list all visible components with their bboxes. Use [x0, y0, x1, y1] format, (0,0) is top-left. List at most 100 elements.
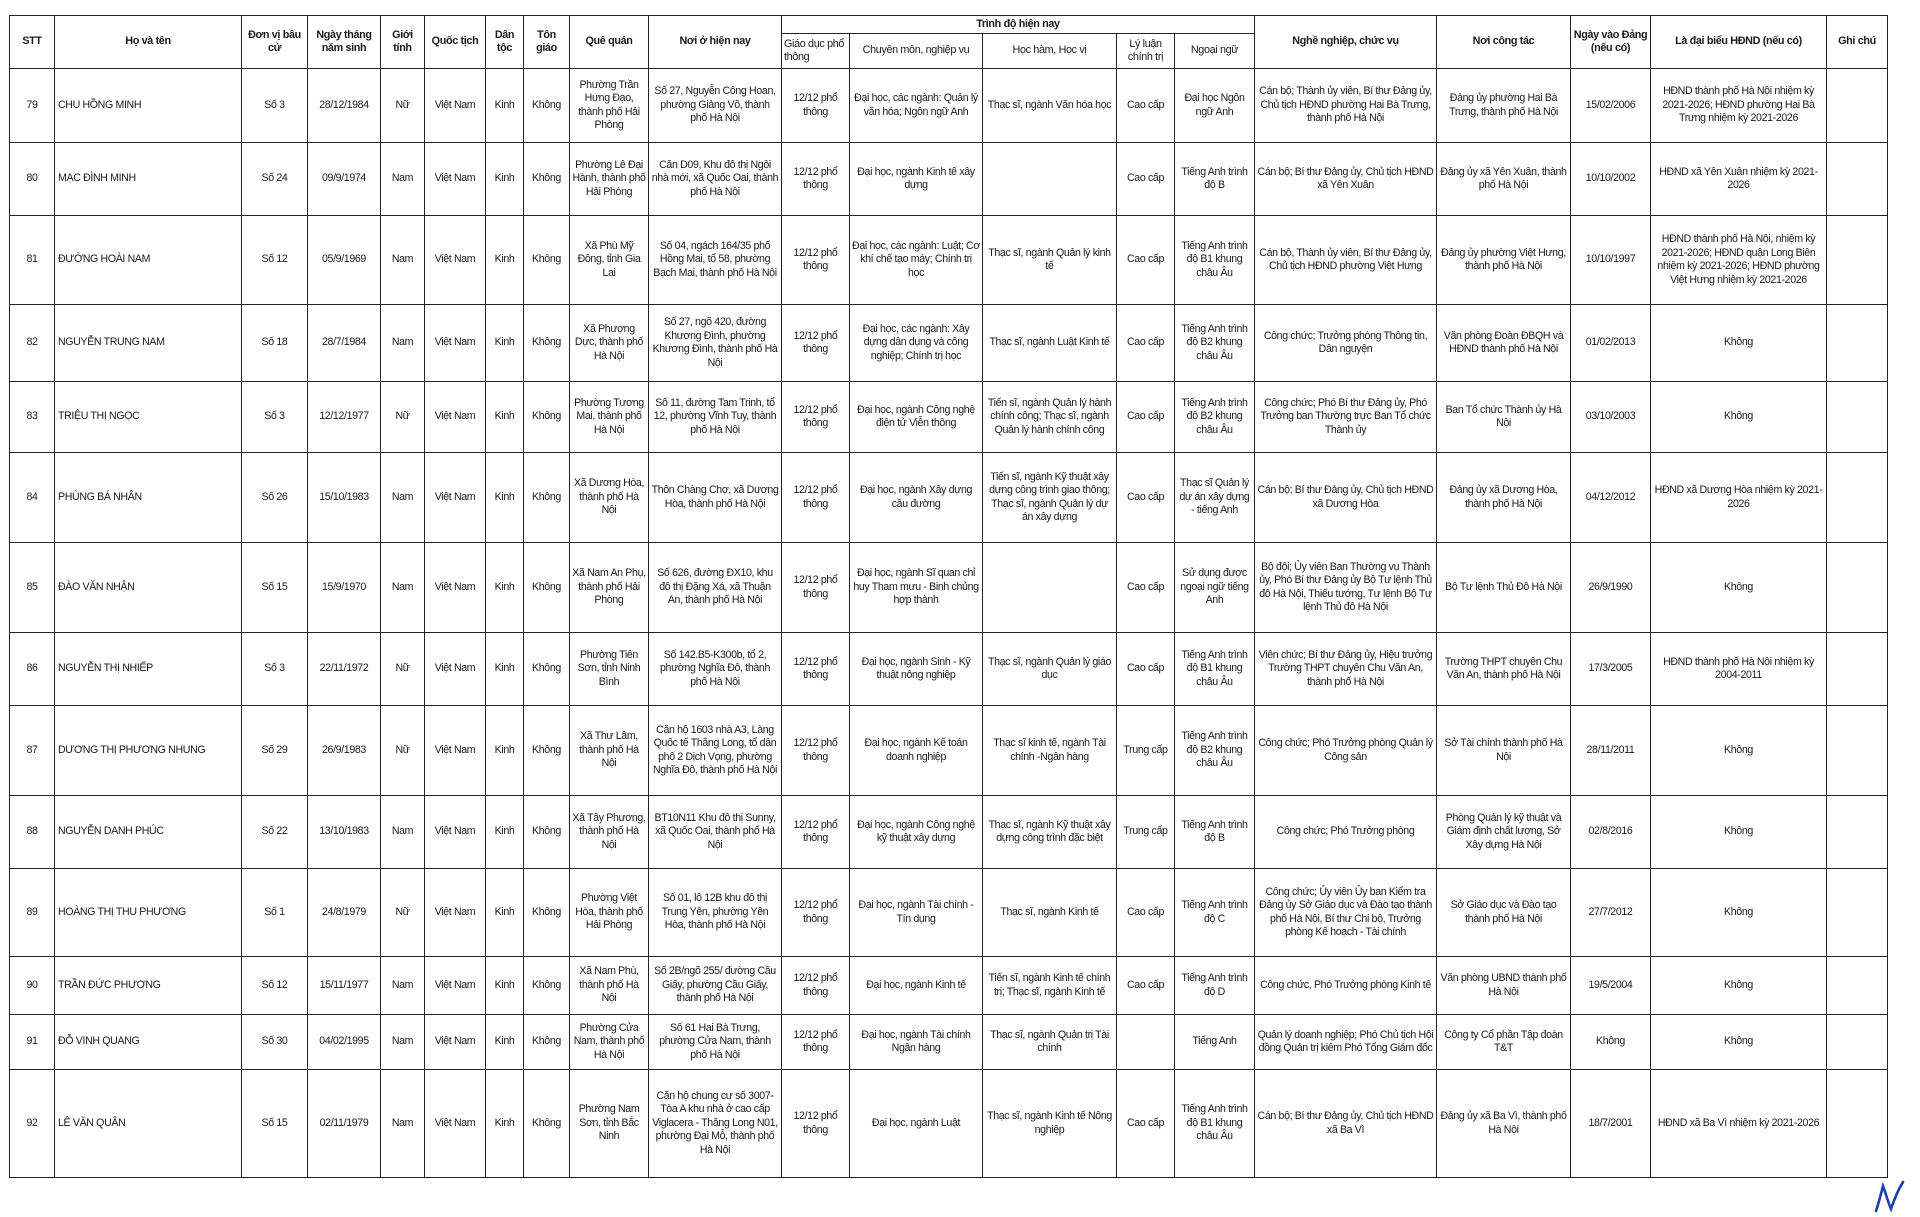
cell-general-edu: 12/12 phổ thông	[781, 215, 850, 305]
cell-general-edu: 12/12 phổ thông	[781, 542, 850, 633]
cell-council: HĐND thành phố Hà Nội nhiệm kỳ 2021-2026…	[1650, 68, 1827, 143]
cell-religion: Không	[523, 452, 570, 543]
cell-general-edu: 12/12 phổ thông	[781, 68, 850, 143]
cell-unit: Số 12	[241, 215, 308, 305]
cell-specialty: Đại học, các ngành: Xây dựng dân dụng và…	[849, 304, 983, 382]
cell-occupation: Cán bộ; Bí thư Đảng ủy, Chủ tịch HĐND xã…	[1254, 452, 1437, 543]
cell-residence: Căn D09, Khu đô thị Ngôi nhà mới, xã Quố…	[648, 142, 782, 216]
cell-degree: Thạc sĩ, ngành Luật Kinh tế	[982, 304, 1117, 382]
header-stt: STT	[9, 15, 55, 69]
cell-party-date: 27/7/2012	[1570, 868, 1651, 957]
cell-party-date: 02/8/2016	[1570, 795, 1651, 869]
cell-language: Sử dụng được ngoại ngữ tiếng Anh	[1174, 542, 1255, 633]
cell-dob: 02/11/1979	[307, 1069, 381, 1178]
header-general-edu: Giáo dục phổ thông	[781, 33, 850, 69]
cell-degree: Thạc sĩ, ngành Quản trị Tài chính	[982, 1014, 1117, 1070]
cell-dob: 15/11/1977	[307, 956, 381, 1015]
cell-name: TRẦN ĐỨC PHƯƠNG	[54, 956, 242, 1015]
header-religion: Tôn giáo	[523, 15, 570, 69]
cell-occupation: Quản lý doanh nghiệp; Phó Chủ tịch Hội đ…	[1254, 1014, 1437, 1070]
cell-workplace: Ban Tổ chức Thành ủy Hà Nội	[1436, 381, 1571, 453]
table-row: 89 HOÀNG THỊ THU PHƯƠNG Số 1 24/8/1979 Nữ Việ…	[9, 868, 1888, 957]
cell-religion: Không	[523, 1069, 570, 1178]
cell-council: HĐND xã Dương Hòa nhiệm kỳ 2021-2026	[1650, 452, 1827, 543]
cell-workplace: Sở Giáo dục và Đào tạo thành phố Hà Nội	[1436, 868, 1571, 957]
cell-language: Tiếng Anh trình độ B1 khung châu Âu	[1174, 632, 1255, 706]
cell-hometown: Phường Trần Hưng Đạo, thành phố Hải Phòn…	[569, 68, 649, 143]
cell-gender: Nam	[380, 304, 425, 382]
cell-nationality: Việt Nam	[424, 542, 486, 633]
cell-general-edu: 12/12 phổ thông	[781, 452, 850, 543]
cell-workplace: Phòng Quản lý kỹ thuật và Giám định chất…	[1436, 795, 1571, 869]
cell-politics: Cao cấp	[1116, 452, 1175, 543]
signature-initial-icon	[1874, 1180, 1905, 1213]
cell-language: Tiếng Anh trình độ B	[1174, 795, 1255, 869]
cell-note	[1826, 956, 1888, 1015]
cell-specialty: Đại học, ngành Tài chính Ngân hàng	[849, 1014, 983, 1070]
cell-dob: 05/9/1969	[307, 215, 381, 305]
cell-nationality: Việt Nam	[424, 452, 486, 543]
cell-name: NGUYỄN THỊ NHIẾP	[54, 632, 242, 706]
cell-unit: Số 22	[241, 795, 308, 869]
cell-degree: Thạc sĩ, ngành Kinh tế	[982, 868, 1117, 957]
cell-ethnicity: Kinh	[485, 542, 524, 633]
cell-note	[1826, 381, 1888, 453]
cell-stt: 79	[9, 68, 55, 143]
cell-gender: Nữ	[380, 68, 425, 143]
header-gender: Giới tính	[380, 15, 425, 69]
cell-ethnicity: Kinh	[485, 68, 524, 143]
cell-religion: Không	[523, 795, 570, 869]
cell-hometown: Phường Nam Sơn, tỉnh Bắc Ninh	[569, 1069, 649, 1178]
cell-gender: Nam	[380, 1069, 425, 1178]
cell-gender: Nam	[380, 452, 425, 543]
cell-note	[1826, 142, 1888, 216]
cell-nationality: Việt Nam	[424, 304, 486, 382]
cell-note	[1826, 304, 1888, 382]
cell-hometown: Phường Tiên Sơn, tỉnh Ninh Bình	[569, 632, 649, 706]
header-residence: Nơi ở hiện nay	[648, 15, 782, 69]
cell-council: HĐND thành phố Hà Nội nhiệm kỳ 2004-2011	[1650, 632, 1827, 706]
cell-party-date: 01/02/2013	[1570, 304, 1651, 382]
cell-workplace: Trường THPT chuyên Chu Văn An, thành phố…	[1436, 632, 1571, 706]
table-row: 87 DƯƠNG THỊ PHƯƠNG NHUNG Số 29 26/9/1983 Nữ…	[9, 705, 1888, 796]
cell-council: HĐND xã Yên Xuân nhiệm kỳ 2021-2026	[1650, 142, 1827, 216]
cell-religion: Không	[523, 705, 570, 796]
table-row: 80 MẠC ĐÌNH MINH Số 24 09/9/1974 Nam Việt Nam…	[9, 142, 1888, 216]
cell-occupation: Công chức; Phó Trưởng phòng Quản lý Công…	[1254, 705, 1437, 796]
cell-gender: Nam	[380, 542, 425, 633]
cell-ethnicity: Kinh	[485, 956, 524, 1015]
cell-ethnicity: Kinh	[485, 1014, 524, 1070]
cell-politics: Cao cấp	[1116, 956, 1175, 1015]
cell-degree: Tiến sĩ, ngành Quản lý hành chính công; …	[982, 381, 1117, 453]
cell-name: NGUYỄN DANH PHÚC	[54, 795, 242, 869]
cell-gender: Nữ	[380, 705, 425, 796]
cell-name: DƯƠNG THỊ PHƯƠNG NHUNG	[54, 705, 242, 796]
cell-unit: Số 29	[241, 705, 308, 796]
header-language: Ngoại ngữ	[1174, 33, 1255, 69]
cell-specialty: Đại học, ngành Xây dựng cầu đường	[849, 452, 983, 543]
cell-ethnicity: Kinh	[485, 304, 524, 382]
table-row: 92 LÊ VĂN QUÂN Số 15 02/11/1979 Nam Việt Nam K…	[9, 1069, 1888, 1178]
cell-politics: Cao cấp	[1116, 632, 1175, 706]
cell-dob: 12/12/1977	[307, 381, 381, 453]
cell-ethnicity: Kinh	[485, 632, 524, 706]
cell-politics: Cao cấp	[1116, 215, 1175, 305]
cell-politics: Trung cấp	[1116, 705, 1175, 796]
cell-party-date: 18/7/2001	[1570, 1069, 1651, 1178]
cell-degree: Thạc sĩ, ngành Kinh tế Nông nghiệp	[982, 1069, 1117, 1178]
cell-unit: Số 12	[241, 956, 308, 1015]
cell-general-edu: 12/12 phổ thông	[781, 1014, 850, 1070]
cell-party-date: Không	[1570, 1014, 1651, 1070]
table-row: 82 NGUYỄN TRUNG NAM Số 18 28/7/1984 Nam Việt …	[9, 304, 1888, 382]
cell-dob: 28/7/1984	[307, 304, 381, 382]
cell-council: Không	[1650, 304, 1827, 382]
cell-unit: Số 30	[241, 1014, 308, 1070]
cell-specialty: Đại học, ngành Luật	[849, 1069, 983, 1178]
table-row: 91 ĐỖ VINH QUANG Số 30 04/02/1995 Nam Việt Na…	[9, 1014, 1888, 1070]
cell-party-date: 10/10/2002	[1570, 142, 1651, 216]
cell-language: Tiếng Anh trình độ B2 khung châu Âu	[1174, 381, 1255, 453]
cell-religion: Không	[523, 68, 570, 143]
cell-religion: Không	[523, 215, 570, 305]
cell-name: LÊ VĂN QUÂN	[54, 1069, 242, 1178]
cell-hometown: Phường Việt Hòa, thành phố Hải Phòng	[569, 868, 649, 957]
